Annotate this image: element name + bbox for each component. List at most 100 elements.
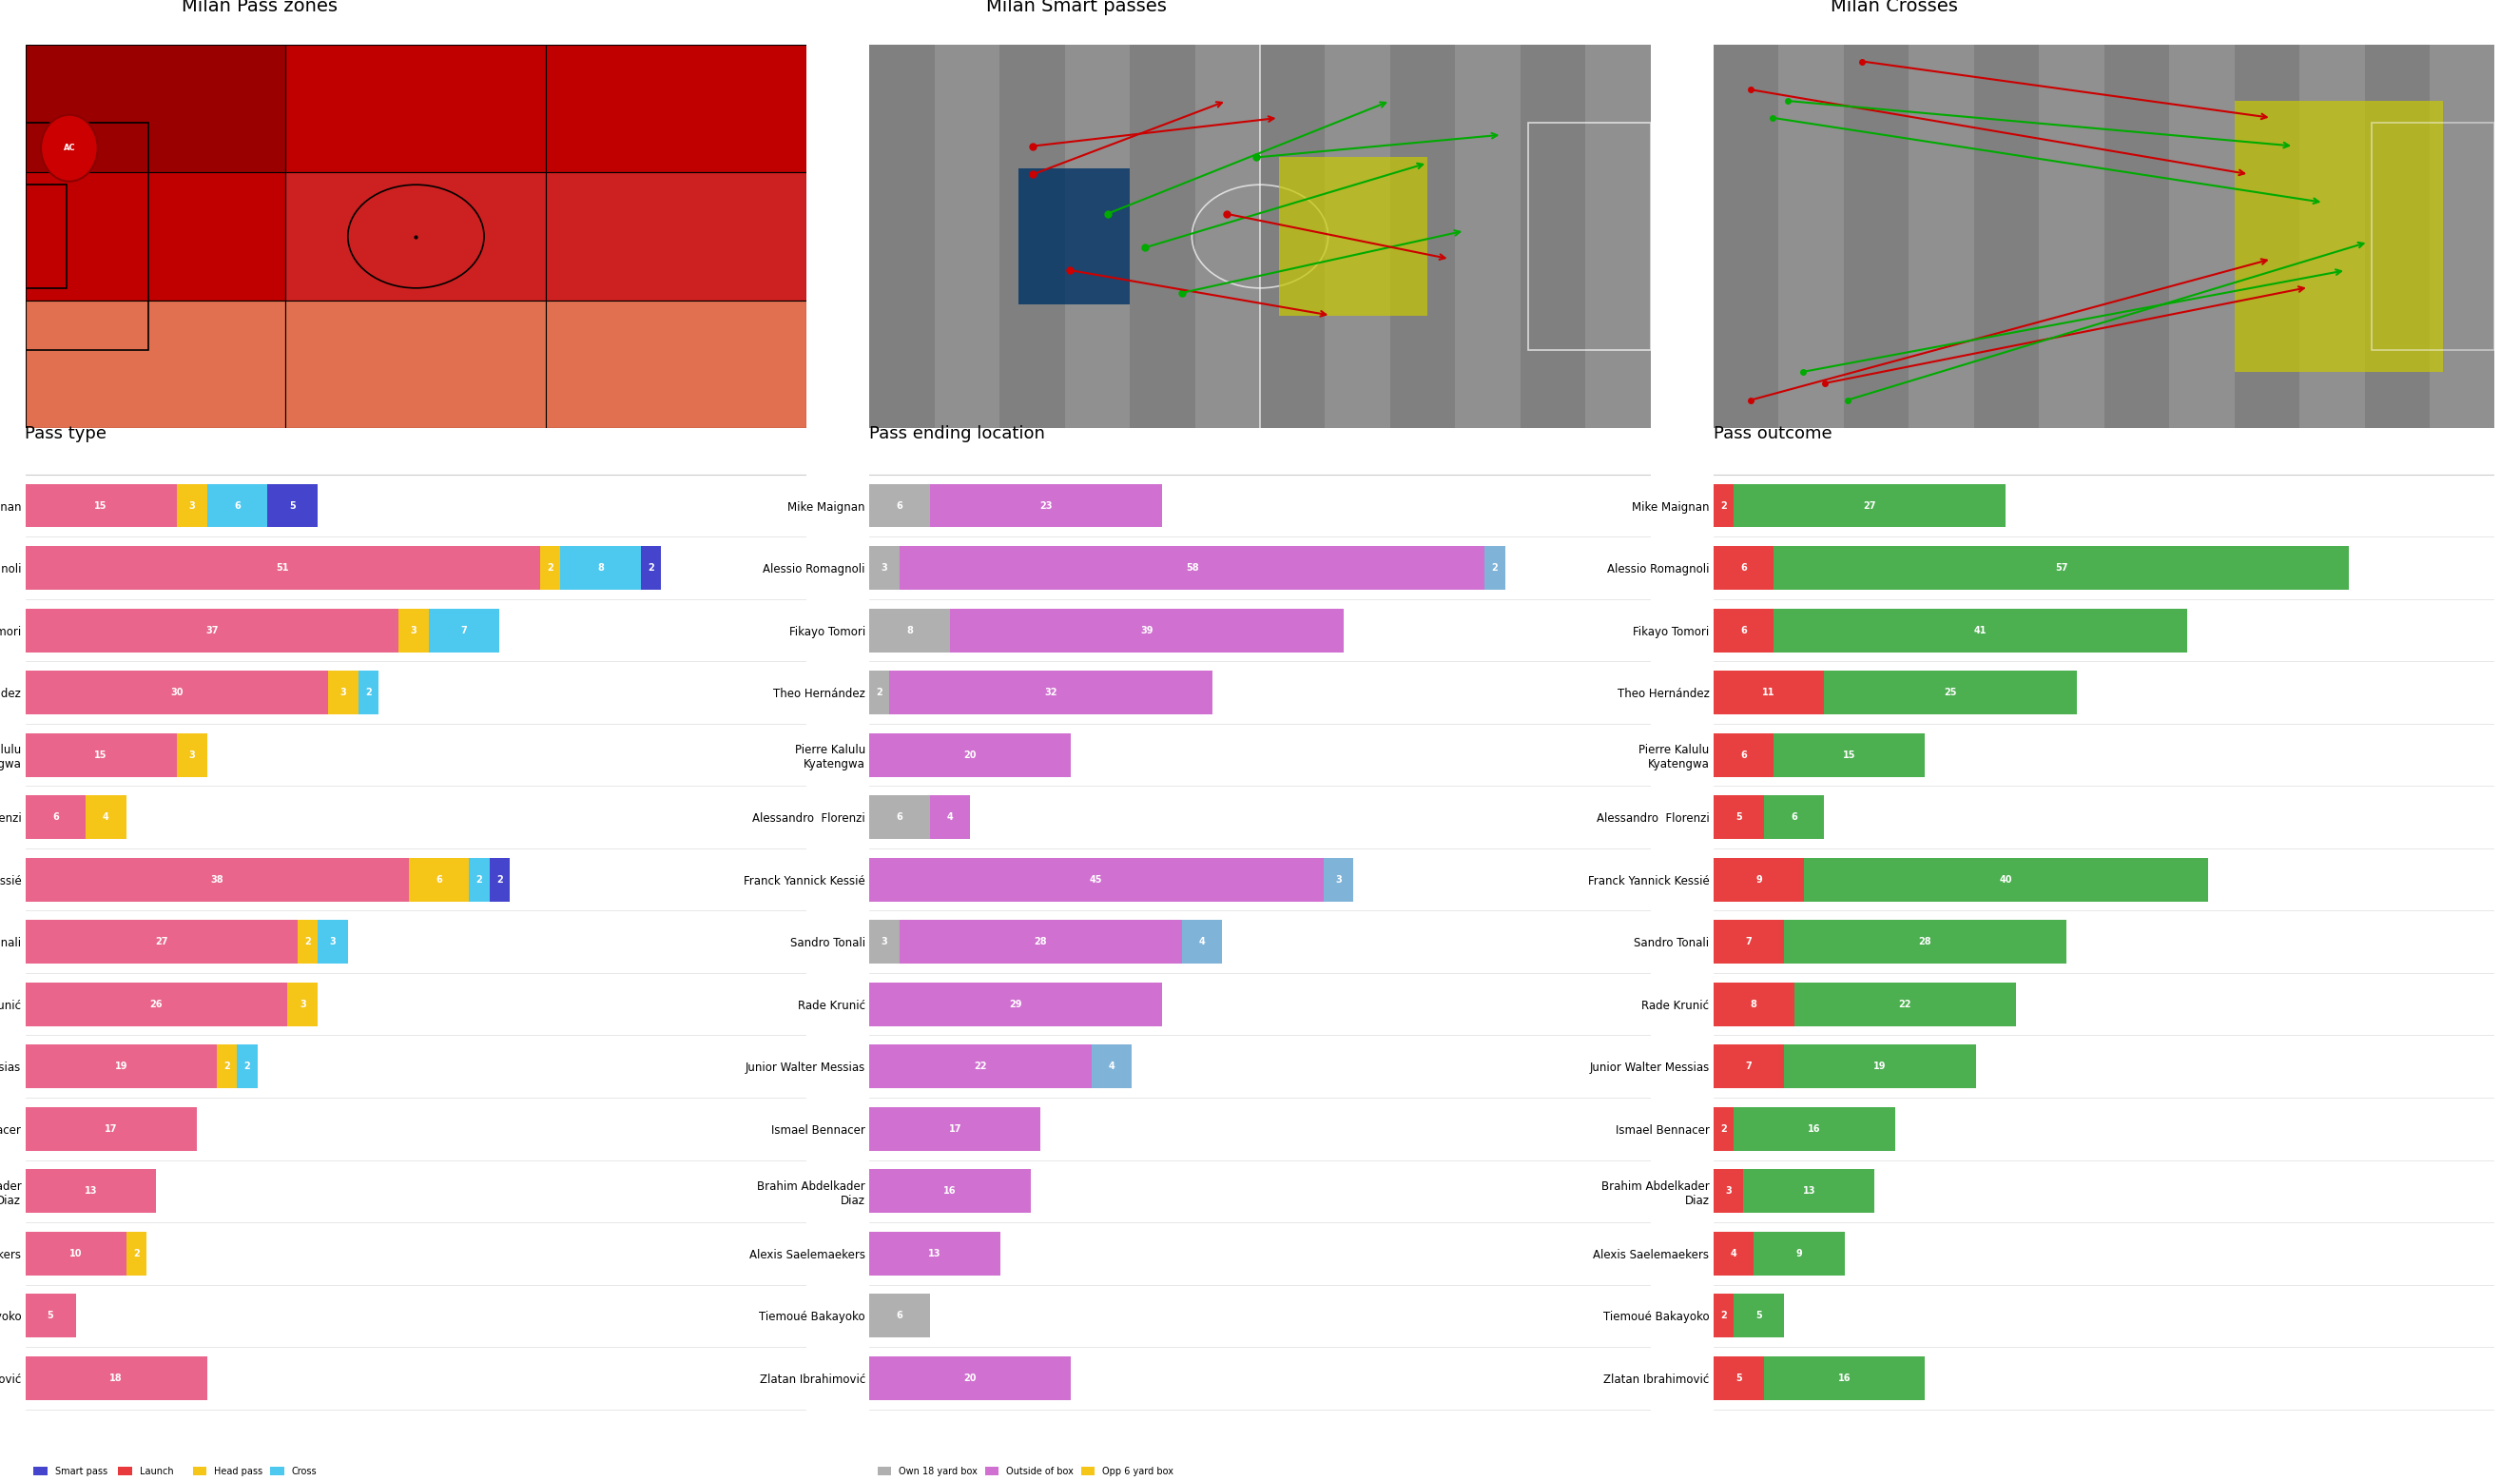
Bar (126, 1232, 146, 1275)
Bar (285, 301, 547, 428)
Text: 2: 2 (547, 563, 552, 573)
Bar (25, 857, 408, 902)
Bar (1714, 1294, 1734, 1337)
Text: 20: 20 (963, 1373, 978, 1383)
Bar (539, 546, 559, 589)
Text: 5: 5 (290, 501, 295, 511)
Bar (408, 857, 469, 902)
Bar (1714, 920, 1784, 964)
Bar (1585, 44, 1651, 428)
Text: 15: 15 (93, 749, 108, 760)
Bar (1457, 44, 1520, 428)
Text: 32: 32 (1043, 687, 1058, 698)
Bar (328, 671, 358, 714)
Text: 4: 4 (1109, 1062, 1114, 1071)
Bar (869, 795, 930, 840)
Bar (559, 546, 640, 589)
Bar (25, 44, 285, 172)
Text: 16: 16 (1837, 1373, 1850, 1383)
Text: Milan Pass zones: Milan Pass zones (181, 0, 338, 15)
Bar (25, 123, 149, 350)
Text: 17: 17 (948, 1124, 963, 1133)
Bar (25, 1294, 76, 1337)
Bar (358, 671, 378, 714)
Bar (869, 484, 930, 527)
Bar (287, 982, 318, 1026)
Text: 8: 8 (907, 625, 912, 635)
Text: 38: 38 (212, 875, 224, 884)
Text: Pass outcome: Pass outcome (1714, 425, 1832, 443)
Text: 13: 13 (1802, 1186, 1814, 1197)
Bar (869, 920, 900, 964)
Text: 15: 15 (1842, 749, 1855, 760)
Text: 39: 39 (1142, 625, 1154, 635)
Bar (547, 301, 806, 428)
Text: 8: 8 (597, 563, 605, 573)
Text: 9: 9 (1797, 1248, 1802, 1259)
Bar (1714, 671, 1824, 714)
Text: 29: 29 (1008, 1000, 1023, 1009)
Bar (1063, 44, 1129, 428)
Bar (1323, 857, 1353, 902)
Bar (25, 301, 285, 428)
Bar (25, 1044, 217, 1089)
Text: 57: 57 (2054, 563, 2069, 573)
Text: 6: 6 (53, 813, 58, 822)
Bar (900, 920, 1182, 964)
Bar (25, 484, 176, 527)
Bar (469, 857, 489, 902)
Text: 2: 2 (476, 875, 481, 884)
Text: 3: 3 (882, 563, 887, 573)
Text: 8: 8 (1751, 1000, 1756, 1009)
Bar (1260, 44, 1326, 428)
Bar (398, 609, 428, 652)
Text: 4: 4 (948, 813, 953, 822)
Text: 6: 6 (436, 875, 441, 884)
Bar (935, 44, 1000, 428)
Bar (489, 857, 509, 902)
Text: 16: 16 (1807, 1124, 1819, 1133)
Legend: Unsuccessful, Successful: Unsuccessful, Successful (1719, 1477, 1885, 1481)
Bar (1527, 123, 1651, 350)
Bar (1973, 44, 2039, 428)
Bar (2371, 123, 2495, 350)
Bar (1824, 671, 2076, 714)
Bar (1784, 1044, 1976, 1089)
Text: 17: 17 (103, 1124, 118, 1133)
Text: 7: 7 (1746, 937, 1751, 946)
Bar (640, 546, 660, 589)
Text: 3: 3 (330, 937, 335, 946)
Bar (1714, 609, 1774, 652)
Text: AC: AC (63, 144, 76, 153)
Bar (25, 795, 86, 840)
Bar (2170, 44, 2235, 428)
Text: Pass ending location: Pass ending location (869, 425, 1046, 443)
Bar (237, 1044, 257, 1089)
Text: 13: 13 (927, 1248, 942, 1259)
Text: Milan Crosses: Milan Crosses (1830, 0, 1958, 15)
Bar (1754, 1232, 1845, 1275)
Bar (1774, 546, 2349, 589)
Text: 2: 2 (244, 1062, 249, 1071)
Text: 3: 3 (411, 625, 416, 635)
Bar (2298, 44, 2364, 428)
Bar (1734, 1106, 1895, 1151)
Bar (1845, 44, 1908, 428)
Bar (547, 172, 806, 301)
Bar (1744, 1170, 1875, 1213)
Bar (176, 733, 207, 776)
Bar (2235, 44, 2298, 428)
Text: 6: 6 (1741, 563, 1746, 573)
Bar (1774, 609, 2187, 652)
Text: 3: 3 (189, 501, 194, 511)
Text: 6: 6 (1741, 625, 1746, 635)
Bar (869, 1232, 1000, 1275)
Bar (869, 1294, 930, 1337)
Bar (1326, 44, 1391, 428)
Bar (25, 609, 398, 652)
Text: 27: 27 (156, 937, 169, 946)
Bar (1194, 44, 1260, 428)
Circle shape (40, 114, 98, 181)
Legend: Own 18 yard box, Opp 18 yard box, Outside of box, Opp 6 yard box: Own 18 yard box, Opp 18 yard box, Outsid… (874, 1463, 1177, 1481)
Bar (950, 609, 1343, 652)
